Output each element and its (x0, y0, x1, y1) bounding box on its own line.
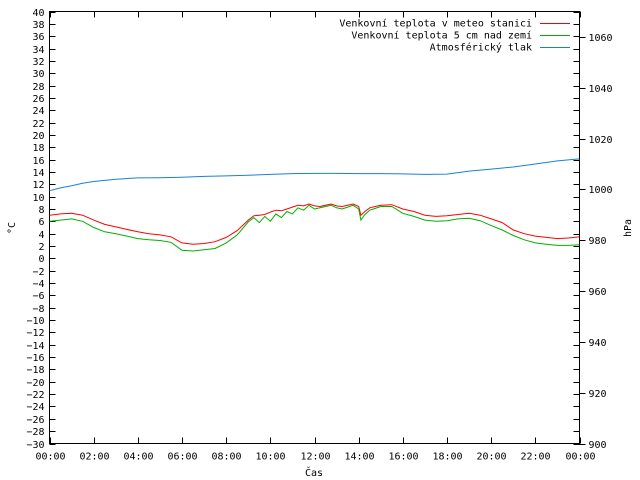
x-tick-label: 10:00 (255, 452, 285, 463)
x-tick-label: 00:00 (35, 452, 65, 463)
y-tick-label: −10 (26, 316, 44, 327)
y2-tick-label: 940 (589, 338, 607, 349)
x-tick-label: 06:00 (167, 452, 197, 463)
series-line-2 (49, 204, 580, 252)
y-tick-label: −2 (32, 267, 44, 278)
series-line-3 (49, 158, 580, 192)
y-tick-label: −26 (26, 415, 44, 426)
y-axis-label: °C (7, 222, 18, 234)
y-tick-label: 10 (32, 193, 44, 204)
y-tick-label: −18 (26, 365, 44, 376)
y-tick-label: 32 (32, 57, 44, 68)
y-tick-label: 30 (32, 69, 44, 80)
legend-label-1: Venkovní teplota v meteo stanici (339, 18, 532, 30)
y2-tick-label: 980 (589, 236, 607, 247)
x-tick-label: 20:00 (476, 452, 506, 463)
y-tick-label: 14 (32, 168, 44, 179)
y-tick-label: 40 (32, 8, 44, 19)
y-tick-label: 16 (32, 156, 44, 167)
legend-label-3: Atmosférický tlak (430, 42, 532, 54)
plot-frame (49, 11, 580, 444)
y2-tick-label: 1020 (589, 135, 613, 146)
y-tick-label: 36 (32, 32, 44, 43)
y-tick-label: −6 (32, 291, 44, 302)
y-tick-label: −16 (26, 353, 44, 364)
y-tick-label: 2 (38, 242, 44, 253)
x-tick-label: 00:00 (565, 452, 595, 463)
x-tick-label: 14:00 (344, 452, 374, 463)
x-tick-label: 04:00 (123, 452, 153, 463)
y-tick-label: 8 (38, 205, 44, 216)
x-axis-label: Čas (305, 466, 323, 479)
y2-tick-label: 1060 (589, 33, 613, 44)
y-tick-label: −14 (26, 341, 44, 352)
y-tick-label: 12 (32, 180, 44, 191)
y-tick-label: −4 (32, 279, 44, 290)
y-tick-label: −22 (26, 390, 44, 401)
x-tick-label: 12:00 (300, 452, 330, 463)
y-tick-label: 0 (38, 254, 44, 265)
y-tick-label: 38 (32, 20, 44, 31)
y-tick-label: 6 (38, 217, 44, 228)
y-tick-label: −8 (32, 304, 44, 315)
y2-tick-label: 1040 (589, 84, 613, 95)
y-tick-label: 28 (32, 82, 44, 93)
legend-label-2: Venkovní teplota 5 cm nad zemí (351, 30, 532, 42)
y-tick-label: 24 (32, 106, 44, 117)
y-tick-label: −12 (26, 328, 44, 339)
y-tick-label: −30 (26, 440, 44, 451)
axis-ticks: −30−28−26−24−22−20−18−16−14−12−10−8−6−4−… (26, 8, 612, 463)
y-tick-label: 18 (32, 143, 44, 154)
y-tick-label: 22 (32, 119, 44, 130)
series-lines (49, 158, 580, 252)
y2-tick-label: 900 (589, 440, 607, 451)
y-tick-label: 26 (32, 94, 44, 105)
series-line-1 (49, 203, 580, 245)
x-tick-label: 02:00 (79, 452, 109, 463)
y2-axis-label: hPa (623, 219, 634, 237)
y-tick-label: 20 (32, 131, 44, 142)
y-tick-label: 34 (32, 45, 44, 56)
legend: Venkovní teplota v meteo staniciVenkovní… (339, 18, 570, 54)
x-tick-label: 08:00 (211, 452, 241, 463)
y-tick-label: −28 (26, 427, 44, 438)
x-tick-label: 16:00 (388, 452, 418, 463)
x-tick-label: 22:00 (520, 452, 550, 463)
y2-tick-label: 1000 (589, 185, 613, 196)
y2-tick-label: 920 (589, 389, 607, 400)
x-tick-label: 18:00 (432, 452, 462, 463)
y2-tick-label: 960 (589, 287, 607, 298)
y-tick-label: 4 (38, 230, 44, 241)
y-tick-label: −24 (26, 402, 44, 413)
y-tick-label: −20 (26, 378, 44, 389)
